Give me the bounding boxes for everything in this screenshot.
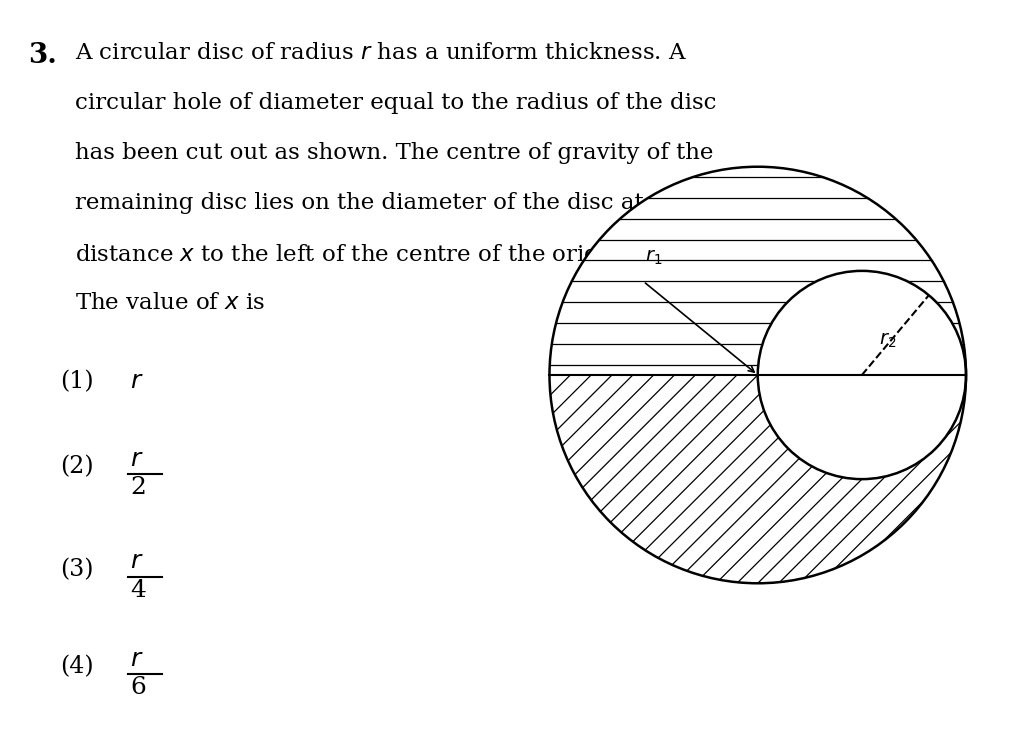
Text: $r$: $r$ <box>130 648 143 671</box>
Text: remaining disc lies on the diameter of the disc at a: remaining disc lies on the diameter of t… <box>75 192 665 214</box>
Text: (2): (2) <box>60 455 93 478</box>
Text: (3): (3) <box>60 558 93 581</box>
Text: has been cut out as shown. The centre of gravity of the: has been cut out as shown. The centre of… <box>75 142 714 164</box>
Text: $r_2$: $r_2$ <box>879 332 896 350</box>
Text: 2: 2 <box>130 476 145 499</box>
Text: $r$: $r$ <box>130 448 143 471</box>
Text: (4): (4) <box>60 655 93 678</box>
Text: 6: 6 <box>130 676 145 699</box>
Text: A circular disc of radius $r$ has a uniform thickness. A: A circular disc of radius $r$ has a unif… <box>75 42 687 64</box>
Text: (1): (1) <box>60 370 93 393</box>
Text: circular hole of diameter equal to the radius of the disc: circular hole of diameter equal to the r… <box>75 92 717 114</box>
Text: The value of $x$ is: The value of $x$ is <box>75 292 265 314</box>
Text: $r$: $r$ <box>130 370 143 393</box>
Text: 3.: 3. <box>28 42 57 69</box>
Text: $r$: $r$ <box>130 550 143 573</box>
Circle shape <box>758 271 966 479</box>
Circle shape <box>550 166 966 584</box>
Text: 4: 4 <box>130 579 145 602</box>
Text: distance $x$ to the left of the centre of the original disc.: distance $x$ to the left of the centre o… <box>75 242 702 268</box>
Text: $r_1$: $r_1$ <box>645 248 663 267</box>
